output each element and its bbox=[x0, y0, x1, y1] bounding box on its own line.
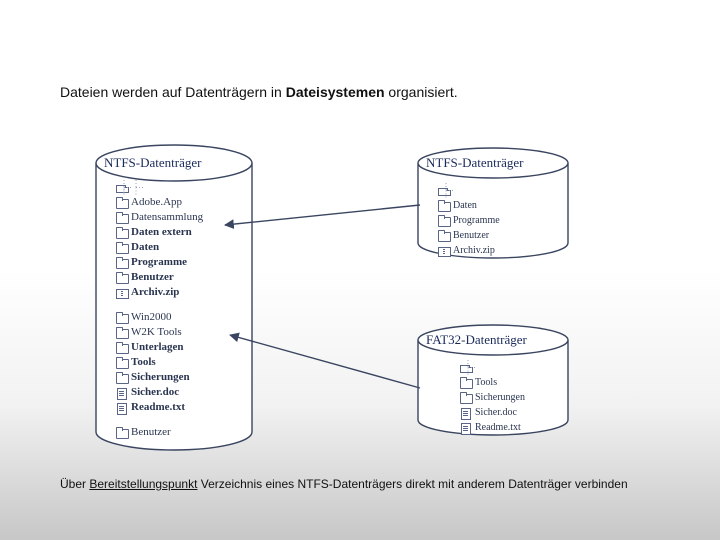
zip-icon bbox=[438, 246, 450, 256]
tree-row bbox=[116, 415, 203, 425]
tree-row: Programme bbox=[116, 255, 203, 270]
tree-label: Sicherungen bbox=[475, 393, 525, 403]
tree-label: Datensammlung bbox=[131, 212, 203, 223]
tree-row: Tools bbox=[116, 355, 203, 370]
tree-main: Adobe.App Datensammlung Daten extern Daten P… bbox=[116, 180, 203, 440]
tree-label: Readme.txt bbox=[475, 423, 521, 433]
tree-row: Win2000 bbox=[116, 310, 203, 325]
folder-icon bbox=[116, 213, 128, 223]
tree-row: Sicherungen bbox=[460, 390, 525, 405]
tree-label: Programme bbox=[131, 257, 187, 268]
mount-arrow bbox=[225, 205, 420, 225]
tree-label: Benutzer bbox=[453, 231, 489, 241]
tree-row: Datensammlung bbox=[116, 210, 203, 225]
tree-label: Sicher.doc bbox=[475, 408, 517, 418]
tree-label: Benutzer bbox=[131, 427, 171, 438]
doc-icon bbox=[460, 423, 472, 433]
tree-row: Programme bbox=[438, 213, 500, 228]
cylinder-label: NTFS-Datenträger bbox=[104, 155, 202, 170]
zip-icon bbox=[116, 288, 128, 298]
tree-label: Daten extern bbox=[131, 227, 192, 238]
tree-label: Sicherungen bbox=[131, 372, 190, 383]
tree-row: Daten bbox=[438, 198, 500, 213]
folder-icon bbox=[116, 313, 128, 323]
tree-label: Archiv.zip bbox=[131, 287, 179, 298]
tree-label: Benutzer bbox=[131, 272, 174, 283]
folder-icon bbox=[438, 201, 450, 211]
tree-label: Unterlagen bbox=[131, 342, 184, 353]
cylinder-label: FAT32-Datenträger bbox=[426, 332, 528, 347]
diagram-canvas: NTFS-Datenträger NTFS-Datenträger FAT32-Da… bbox=[0, 0, 720, 540]
folder-icon bbox=[116, 373, 128, 383]
tree-row: W2K Tools bbox=[116, 325, 203, 340]
folder-icon bbox=[438, 231, 450, 241]
tree-row: Unterlagen bbox=[116, 340, 203, 355]
folder-icon bbox=[460, 393, 472, 403]
tree-label: Adobe.App bbox=[131, 197, 182, 208]
caption: Über Bereitstellungspunkt Verzeichnis ei… bbox=[60, 477, 628, 491]
tree-row: Archiv.zip bbox=[116, 285, 203, 300]
folder-icon bbox=[116, 243, 128, 253]
tree-label: Programme bbox=[453, 216, 500, 226]
tree-row: Readme.txt bbox=[460, 420, 525, 435]
tree-row: Archiv.zip bbox=[438, 243, 500, 258]
folder-icon bbox=[460, 378, 472, 388]
tree-row: Readme.txt bbox=[116, 400, 203, 415]
cylinder-label: NTFS-Datenträger bbox=[426, 155, 524, 170]
folder-icon bbox=[116, 358, 128, 368]
tree-label: Tools bbox=[131, 357, 156, 368]
tree-label: Sicher.doc bbox=[131, 387, 179, 398]
mount-arrow bbox=[230, 335, 420, 388]
tree-label: Daten bbox=[131, 242, 159, 253]
folder-icon bbox=[116, 343, 128, 353]
tree-row: Daten extern bbox=[116, 225, 203, 240]
caption-underline: Bereitstellungspunkt bbox=[89, 477, 197, 491]
folder-icon bbox=[116, 273, 128, 283]
tree-label: Win2000 bbox=[131, 312, 172, 323]
caption-pre: Über bbox=[60, 477, 89, 491]
tree-right_bottom: Tools Sicherungen Sicher.doc Readme.txt bbox=[460, 360, 525, 435]
tree-row: Benutzer bbox=[438, 228, 500, 243]
doc-icon bbox=[116, 388, 128, 398]
tree-row: Daten bbox=[116, 240, 203, 255]
doc-icon bbox=[460, 408, 472, 418]
tree-label: W2K Tools bbox=[131, 327, 182, 338]
tree-row bbox=[116, 300, 203, 310]
tree-row: Benutzer bbox=[116, 425, 203, 440]
folder-icon bbox=[438, 216, 450, 226]
tree-row: Benutzer bbox=[116, 270, 203, 285]
tree-label: Daten bbox=[453, 201, 477, 211]
caption-post: Verzeichnis eines NTFS-Datenträgers dire… bbox=[197, 477, 627, 491]
tree-row: Sicher.doc bbox=[116, 385, 203, 400]
folder-icon bbox=[116, 198, 128, 208]
doc-icon bbox=[116, 403, 128, 413]
tree-row: Adobe.App bbox=[116, 195, 203, 210]
tree-label: Readme.txt bbox=[131, 402, 185, 413]
folder-closed-icon bbox=[116, 428, 128, 438]
folder-icon bbox=[116, 258, 128, 268]
folder-icon bbox=[116, 228, 128, 238]
tree-label: Archiv.zip bbox=[453, 246, 495, 256]
tree-row: Sicherungen bbox=[116, 370, 203, 385]
tree-row: Sicher.doc bbox=[460, 405, 525, 420]
folder-icon bbox=[116, 328, 128, 338]
tree-right_top: Daten Programme Benutzer Archiv.zip bbox=[438, 183, 500, 258]
tree-row: Tools bbox=[460, 375, 525, 390]
tree-label: Tools bbox=[475, 378, 497, 388]
